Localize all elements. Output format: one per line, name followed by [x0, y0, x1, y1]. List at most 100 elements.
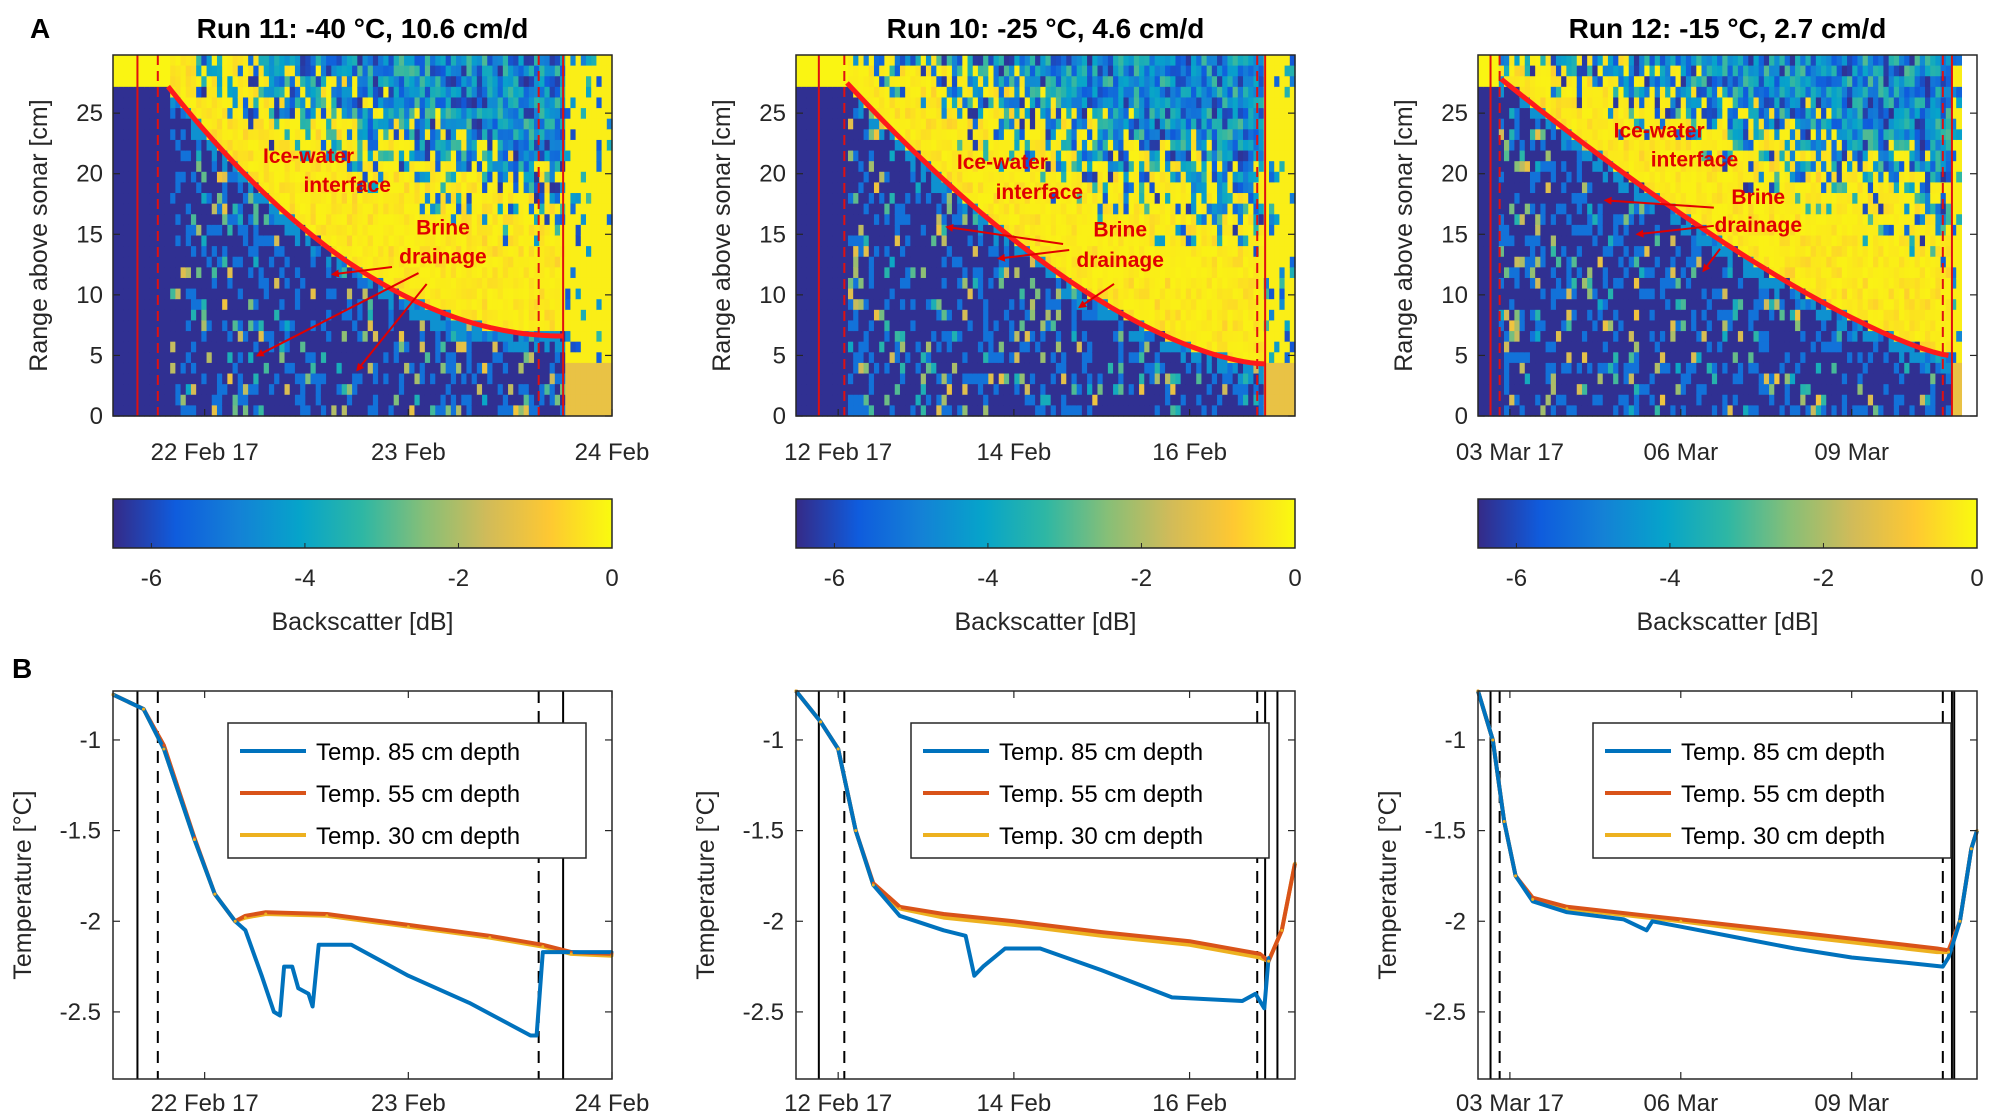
heatmap-cell — [144, 352, 150, 363]
heatmap-cell — [900, 320, 906, 331]
heatmap-cell — [900, 384, 906, 395]
heatmap-cell — [858, 76, 864, 87]
heatmap-cell — [1014, 342, 1020, 353]
heatmap-cell — [373, 320, 379, 331]
heatmap-cell — [264, 55, 270, 66]
heatmap-cell — [973, 76, 979, 87]
heatmap-cell — [259, 289, 265, 300]
heatmap-cell — [207, 384, 213, 395]
heatmap-cell — [352, 204, 358, 215]
heatmap-cell — [1046, 225, 1052, 236]
heatmap-cell — [1020, 267, 1026, 278]
heatmap-cell — [243, 320, 249, 331]
heatmap-cell — [243, 299, 249, 310]
heatmap-cell — [290, 225, 296, 236]
heatmap-cell — [238, 352, 244, 363]
heatmap-cell — [440, 129, 446, 140]
heatmap-cell — [513, 374, 519, 385]
heatmap-cell — [926, 97, 932, 108]
heatmap-cell — [947, 119, 953, 130]
heatmap-cell — [212, 331, 218, 342]
heatmap-cell — [305, 384, 311, 395]
heatmap-cell — [217, 331, 223, 342]
heatmap-cell — [921, 384, 927, 395]
heatmap-cell — [321, 119, 327, 130]
heatmap-cell — [165, 161, 171, 172]
heatmap-cell — [1040, 76, 1046, 87]
heatmap-cell — [191, 87, 197, 98]
heatmap-cell — [170, 267, 176, 278]
heatmap-cell — [472, 299, 478, 310]
heatmap-cell — [832, 87, 838, 98]
heatmap-cell — [947, 331, 953, 342]
heatmap-cell — [926, 151, 932, 162]
heatmap-cell — [212, 236, 218, 247]
heatmap-cell — [586, 97, 592, 108]
heatmap-cell — [962, 119, 968, 130]
heatmap-cell — [311, 278, 317, 289]
heatmap-cell — [570, 352, 576, 363]
heatmap-cell — [435, 140, 441, 151]
heatmap-cell — [916, 225, 922, 236]
heatmap-cell — [472, 66, 478, 77]
heatmap-cell — [212, 76, 218, 87]
heatmap-cell — [539, 119, 545, 130]
heatmap-cell — [513, 55, 519, 66]
heatmap-cell — [926, 236, 932, 247]
heatmap-cell — [869, 289, 875, 300]
heatmap-cell — [337, 320, 343, 331]
heatmap-cell — [113, 193, 119, 204]
heatmap-cell — [968, 246, 974, 257]
heatmap-cell — [482, 172, 488, 183]
heatmap-cell — [827, 225, 833, 236]
heatmap-cell — [217, 129, 223, 140]
heatmap-cell — [123, 182, 129, 193]
heatmap-cell — [425, 310, 431, 321]
heatmap-cell — [539, 257, 545, 268]
heatmap-cell — [895, 299, 901, 310]
heatmap-cell — [1040, 246, 1046, 257]
heatmap-cell — [170, 310, 176, 321]
heatmap-cell — [248, 225, 254, 236]
heatmap-cell — [890, 299, 896, 310]
heatmap-cell — [394, 55, 400, 66]
heatmap-cell — [570, 374, 576, 385]
heatmap-cell — [165, 342, 171, 353]
heatmap-cell — [884, 55, 890, 66]
heatmap-cell — [305, 129, 311, 140]
heatmap-cell — [373, 161, 379, 172]
heatmap-cell — [414, 97, 420, 108]
heatmap-cell — [884, 299, 890, 310]
heatmap-cell — [321, 278, 327, 289]
heatmap-cell — [1025, 289, 1031, 300]
heatmap-cell — [253, 193, 259, 204]
heatmap-cell — [581, 236, 587, 247]
heatmap-cell — [269, 214, 275, 225]
heatmap-cell — [900, 236, 906, 247]
heatmap-cell — [1035, 320, 1041, 331]
heatmap-cell — [243, 374, 249, 385]
heatmap-cell — [596, 140, 602, 151]
heatmap-cell — [957, 278, 963, 289]
heatmap-cell — [962, 320, 968, 331]
heatmap-cell — [1040, 299, 1046, 310]
heatmap-cell — [222, 76, 228, 87]
heatmap-cell — [165, 384, 171, 395]
heatmap-cell — [420, 320, 426, 331]
heatmap-cell — [435, 76, 441, 87]
heatmap-cell — [529, 161, 535, 172]
heatmap-cell — [414, 151, 420, 162]
heatmap-cell — [544, 342, 550, 353]
heatmap-cell — [576, 87, 582, 98]
heatmap-cell — [331, 236, 337, 247]
heatmap-cell — [259, 87, 265, 98]
heatmap-cell — [942, 193, 948, 204]
heatmap-cell — [259, 384, 265, 395]
heatmap-cell — [170, 331, 176, 342]
heatmap-cell — [565, 331, 571, 342]
heatmap-cell — [466, 384, 472, 395]
heatmap-cell — [539, 352, 545, 363]
heatmap-cell — [936, 278, 942, 289]
heatmap-cell — [1020, 97, 1026, 108]
heatmap-cell — [222, 278, 228, 289]
